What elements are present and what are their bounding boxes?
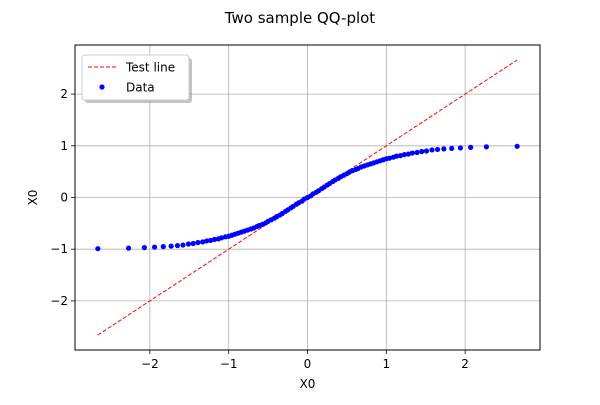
axis-ticks: −2 −1 0 1 2 −2 −1 0 1 2 — [50, 87, 469, 371]
data-point — [514, 143, 520, 149]
data-point — [414, 149, 420, 156]
legend-data-label: Data — [126, 81, 155, 95]
data-point — [468, 144, 474, 150]
y-tick-label: −2 — [50, 294, 68, 308]
x-tick-label: −2 — [141, 357, 159, 371]
x-tick-label: 0 — [304, 357, 312, 371]
x-tick-label: 1 — [382, 357, 390, 371]
x-tick-label: 2 — [461, 357, 469, 371]
data-point — [441, 146, 447, 152]
data-point — [185, 241, 192, 247]
data-point — [434, 146, 441, 153]
data-point — [168, 243, 174, 249]
data-point — [141, 245, 147, 251]
data-point — [218, 235, 225, 241]
y-tick-label: 1 — [60, 139, 68, 153]
data-point — [483, 144, 490, 150]
data-point — [397, 153, 404, 159]
data-point — [401, 151, 408, 158]
data-point — [207, 237, 214, 244]
data-point — [211, 236, 218, 242]
data-point — [405, 151, 411, 157]
data-point — [386, 155, 393, 161]
y-tick-label: −1 — [50, 242, 68, 256]
data-point — [190, 240, 196, 247]
data-point — [449, 145, 455, 151]
legend: Test line Data — [81, 54, 192, 103]
data-point — [393, 153, 400, 159]
data-point — [174, 242, 181, 249]
data-point — [423, 148, 430, 154]
x-axis-label: X0 — [300, 377, 316, 391]
data-point — [457, 145, 463, 151]
legend-test-line-label: Test line — [125, 61, 175, 75]
chart-title: Two sample QQ-plot — [224, 9, 376, 27]
test-line — [97, 59, 518, 336]
legend-box — [81, 54, 190, 101]
x-tick-label: −1 — [220, 357, 238, 371]
data-point — [200, 239, 206, 245]
data-point — [160, 244, 166, 250]
data-point — [180, 242, 186, 248]
series-layer — [95, 59, 520, 336]
y-axis-label: X0 — [26, 190, 40, 206]
data-point — [409, 150, 415, 156]
data-point — [152, 244, 158, 250]
data-point — [429, 147, 435, 153]
data-point — [195, 239, 201, 246]
y-tick-label: 0 — [60, 191, 68, 205]
y-tick-label: 2 — [60, 87, 68, 101]
legend-data-swatch — [99, 84, 105, 90]
data-point — [95, 246, 101, 252]
data-point — [419, 148, 425, 155]
data-point — [125, 245, 132, 251]
data-point — [204, 238, 210, 244]
